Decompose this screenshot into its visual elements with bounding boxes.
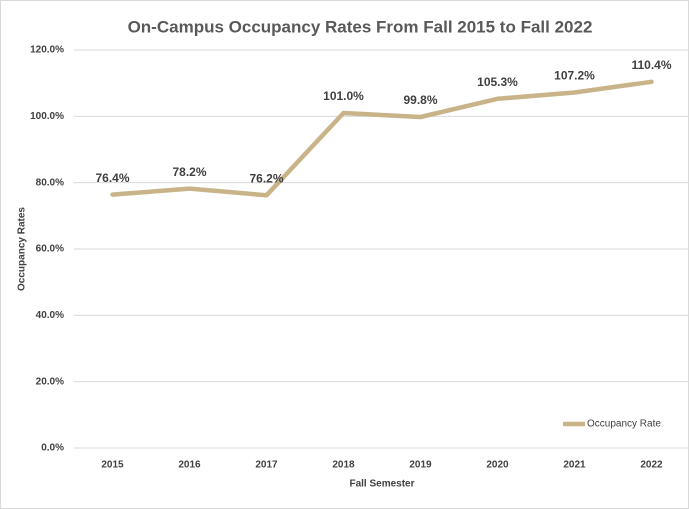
x-tick-label: 2022 — [640, 460, 663, 471]
data-label: 76.4% — [95, 171, 129, 185]
y-tick-label: 120.0% — [30, 45, 64, 56]
x-axis-title: Fall Semester — [349, 479, 414, 490]
x-tick-label: 2020 — [486, 460, 509, 471]
data-label: 101.0% — [323, 89, 364, 103]
x-tick-label: 2018 — [332, 460, 355, 471]
data-label: 99.8% — [403, 93, 437, 107]
y-tick-label: 100.0% — [30, 111, 64, 122]
x-tick-label: 2017 — [255, 460, 278, 471]
data-label: 110.4% — [631, 58, 671, 72]
data-label: 107.2% — [554, 69, 595, 83]
y-tick-label: 0.0% — [41, 443, 64, 454]
y-tick-label: 60.0% — [36, 244, 64, 255]
y-tick-label: 20.0% — [36, 376, 64, 387]
x-tick-label: 2019 — [409, 460, 432, 471]
y-tick-label: 40.0% — [36, 310, 64, 321]
y-tick-label: 80.0% — [36, 177, 64, 188]
x-tick-label: 2015 — [101, 460, 124, 471]
data-line — [110, 79, 654, 198]
x-tick-label: 2021 — [563, 460, 586, 471]
x-tick-label: 2016 — [178, 460, 201, 471]
data-label: 76.2% — [249, 171, 283, 185]
chart-title: On-Campus Occupancy Rates From Fall 2015… — [128, 17, 593, 36]
legend-label: Occupancy Rate — [587, 419, 661, 430]
y-axis-title: Occupancy Rates — [17, 207, 28, 291]
data-label: 78.2% — [172, 165, 206, 179]
data-label: 105.3% — [477, 75, 518, 89]
